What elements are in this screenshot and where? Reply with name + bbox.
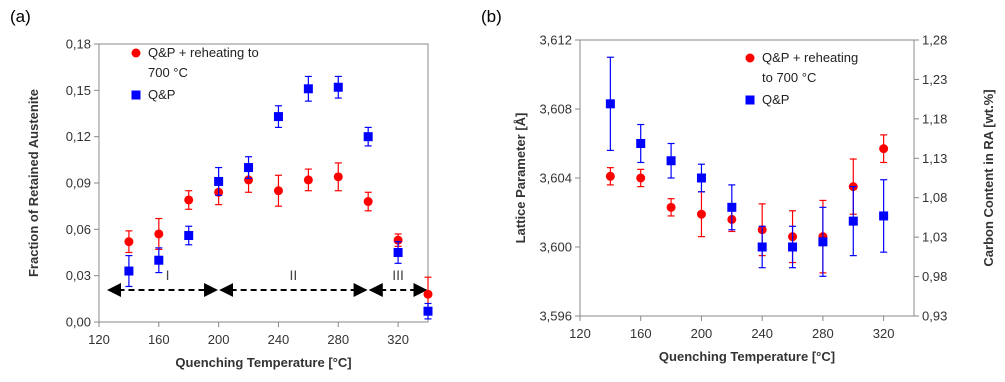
data-point — [788, 242, 798, 252]
series-reheating — [124, 162, 433, 312]
panel-a-label: (a) — [10, 7, 31, 26]
x-tick-label: 320 — [873, 326, 895, 341]
y2-tick-label: 0,98 — [922, 269, 947, 284]
y-tick-label: 0,03 — [66, 268, 91, 283]
data-point — [423, 289, 433, 299]
data-point — [879, 144, 889, 154]
data-point — [696, 173, 706, 183]
data-point — [879, 211, 889, 221]
data-point — [727, 202, 737, 212]
data-point — [154, 229, 164, 239]
x-tick-label: 280 — [327, 332, 349, 347]
data-point — [696, 209, 706, 219]
region-label: II — [290, 267, 298, 283]
data-point — [333, 172, 343, 182]
x-tick-label: 320 — [387, 332, 409, 347]
data-point — [423, 306, 433, 316]
data-point — [333, 82, 343, 92]
legend-marker — [131, 90, 141, 100]
data-point — [303, 84, 313, 94]
y-tick-label: 0,06 — [66, 222, 91, 237]
x-tick-label: 240 — [268, 332, 290, 347]
x-axis-title: Quenching Temperature [°C] — [175, 355, 351, 370]
data-point — [666, 202, 676, 212]
y2-tick-label: 1,28 — [922, 33, 947, 48]
data-point — [184, 231, 194, 241]
x-tick-label: 200 — [691, 326, 713, 341]
x-tick-label: 160 — [630, 326, 652, 341]
y-tick-label: 0,15 — [66, 83, 91, 98]
data-point — [848, 216, 858, 226]
panel-a: (a) 120 160 200 240 280 320 0,00 0,03 0,06 0,09 0,1… — [10, 7, 433, 370]
y-tick-label: 0,00 — [66, 315, 91, 330]
x-tick-label: 120 — [569, 326, 591, 341]
series-qp — [605, 56, 889, 277]
data-point — [244, 163, 254, 173]
data-point — [757, 242, 767, 252]
panel-b-label: (b) — [481, 7, 502, 26]
y-tick-label: 3,596 — [539, 309, 572, 324]
x-tick-label: 280 — [812, 326, 834, 341]
y2-tick-label: 0,93 — [922, 309, 947, 324]
y-tick-label: 0,09 — [66, 176, 91, 191]
series-qp — [124, 75, 433, 320]
y2-tick-label: 1,18 — [922, 111, 947, 126]
x-tick-label: 240 — [751, 326, 773, 341]
data-point — [393, 235, 403, 245]
panel-a-legend: Q&P + reheating to 700 °C Q&P — [131, 45, 259, 102]
y-tick-label: 3,604 — [539, 171, 572, 186]
legend-entry: 700 °C — [148, 65, 188, 80]
data-point — [124, 266, 134, 276]
data-point — [636, 139, 646, 148]
y2-axis-title: Carbon Content in RA [wt.%] — [981, 89, 996, 266]
legend-entry: to 700 °C — [762, 70, 816, 85]
data-point — [303, 175, 313, 185]
legend-entry: Q&P — [148, 87, 175, 102]
data-point — [363, 132, 373, 142]
legend-marker — [745, 95, 755, 105]
data-point — [605, 99, 615, 109]
data-point — [363, 197, 373, 207]
x-tick-label: 200 — [208, 332, 230, 347]
y2-tick-label: 1,08 — [922, 190, 947, 205]
y2-tick-label: 1,03 — [922, 230, 947, 245]
x-tick-label: 160 — [148, 332, 170, 347]
data-point — [273, 112, 283, 122]
panel-a-plot-frame — [98, 43, 429, 323]
data-point — [605, 171, 615, 181]
legend-marker — [745, 53, 755, 63]
region-label: I — [166, 267, 170, 283]
y-axis-title: Fraction of Retained Austenite — [26, 89, 41, 277]
y-tick-label: 3,600 — [539, 240, 572, 255]
panel-b: (b) 120 160 200 240 280 320 3,596 3,600 3,604 3,60… — [481, 7, 996, 364]
data-point — [154, 255, 164, 265]
data-point — [393, 248, 403, 257]
legend-marker — [131, 48, 141, 58]
y-tick-label: 3,608 — [539, 102, 572, 117]
data-point — [214, 176, 224, 186]
x-tick-label: 120 — [88, 332, 110, 347]
data-point — [636, 173, 646, 183]
legend-entry: Q&P — [762, 92, 789, 107]
panel-b-legend: Q&P + reheating to 700 °C Q&P — [745, 50, 858, 107]
y-tick-label: 0,18 — [66, 37, 91, 52]
data-point — [273, 186, 283, 196]
series-reheating — [605, 134, 889, 274]
y-tick-label: 3,612 — [539, 33, 572, 48]
x-axis-title: Quenching Temperature [°C] — [659, 349, 835, 364]
panel-b-plot-frame — [579, 39, 915, 317]
data-point — [124, 237, 134, 247]
legend-entry: Q&P + reheating — [762, 50, 858, 65]
data-point — [184, 195, 194, 205]
y-tick-label: 0,12 — [66, 129, 91, 144]
y2-tick-label: 1,23 — [922, 72, 947, 87]
data-point — [244, 175, 254, 185]
y2-tick-label: 1,13 — [922, 151, 947, 166]
legend-entry: Q&P + reheating to — [148, 45, 259, 60]
data-point — [666, 156, 676, 166]
y-axis-title: Lattice Parameter [Å] — [513, 113, 528, 244]
region-label: III — [392, 267, 404, 283]
data-point — [818, 237, 828, 247]
